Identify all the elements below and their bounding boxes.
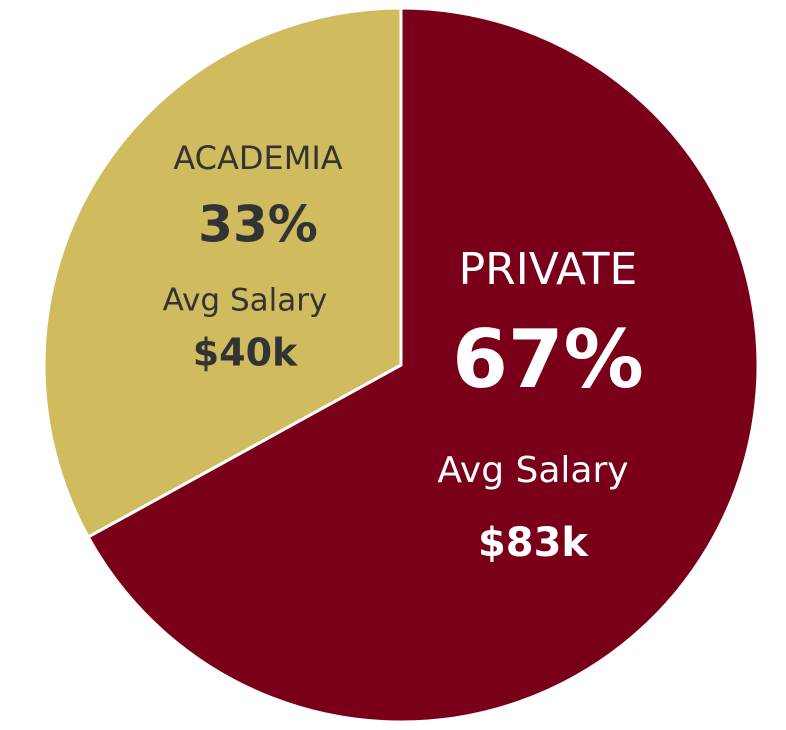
pie-slice: [42, 6, 403, 539]
slice-label: PRIVATE: [459, 244, 638, 295]
salary-label: Avg Salary: [437, 450, 628, 491]
salary-value: $40k: [193, 331, 298, 375]
salary-value: $83k: [478, 520, 589, 566]
pie-slice: [86, 6, 760, 724]
salary-label: Avg Salary: [163, 283, 328, 319]
slice-value-label: 33%: [198, 196, 318, 254]
slice-label: ACADEMIA: [173, 139, 342, 177]
slice-value-label: 67%: [452, 313, 643, 406]
